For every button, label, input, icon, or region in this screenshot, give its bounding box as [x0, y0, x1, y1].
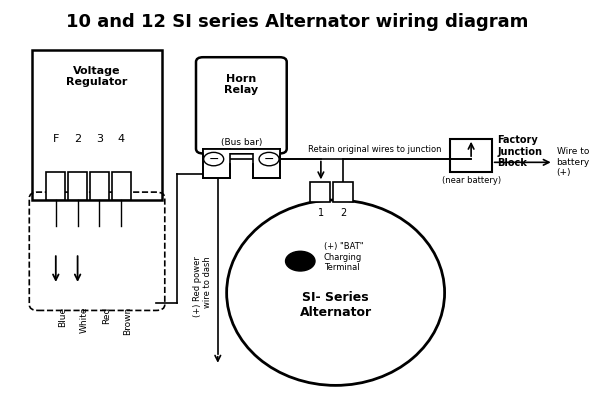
Text: White: White: [80, 306, 89, 333]
Text: Voltage
Regulator: Voltage Regulator: [67, 66, 128, 88]
Text: 4: 4: [118, 134, 125, 144]
Bar: [68, 172, 87, 200]
FancyBboxPatch shape: [196, 57, 287, 154]
Text: F: F: [53, 134, 59, 144]
Text: Brown: Brown: [124, 306, 133, 335]
Bar: [332, 182, 353, 202]
Text: SI- Series
Alternator: SI- Series Alternator: [299, 290, 371, 318]
Text: −: −: [264, 152, 274, 166]
Circle shape: [203, 152, 224, 166]
Text: (near battery): (near battery): [442, 176, 500, 185]
Text: 1: 1: [318, 208, 324, 218]
Text: Blue: Blue: [58, 306, 67, 327]
Bar: [32, 50, 162, 200]
Text: 2: 2: [340, 208, 346, 218]
Text: Retain original wires to junction: Retain original wires to junction: [308, 145, 442, 154]
Text: Factory
Junction
Block: Factory Junction Block: [497, 135, 542, 168]
Bar: [310, 182, 331, 202]
Bar: [253, 149, 280, 178]
Ellipse shape: [227, 200, 445, 385]
Text: 3: 3: [96, 134, 103, 144]
Text: (+) "BAT"
Charging
Terminal: (+) "BAT" Charging Terminal: [324, 242, 364, 272]
Circle shape: [286, 251, 315, 271]
Bar: [90, 172, 109, 200]
Text: Horn
Relay: Horn Relay: [224, 74, 259, 95]
Text: (+) Red power
wire to dash: (+) Red power wire to dash: [193, 256, 212, 317]
Bar: [451, 139, 492, 172]
Circle shape: [259, 152, 279, 166]
Bar: [112, 172, 131, 200]
Text: 2: 2: [74, 134, 81, 144]
Text: Wire to
battery
(+): Wire to battery (+): [557, 148, 590, 177]
Bar: [203, 149, 230, 178]
Text: (Bus bar): (Bus bar): [221, 138, 262, 147]
Text: −: −: [208, 152, 219, 166]
Text: 10 and 12 SI series Alternator wiring diagram: 10 and 12 SI series Alternator wiring di…: [66, 13, 529, 31]
Bar: [46, 172, 65, 200]
Bar: [203, 149, 280, 154]
Text: Red: Red: [102, 306, 111, 324]
